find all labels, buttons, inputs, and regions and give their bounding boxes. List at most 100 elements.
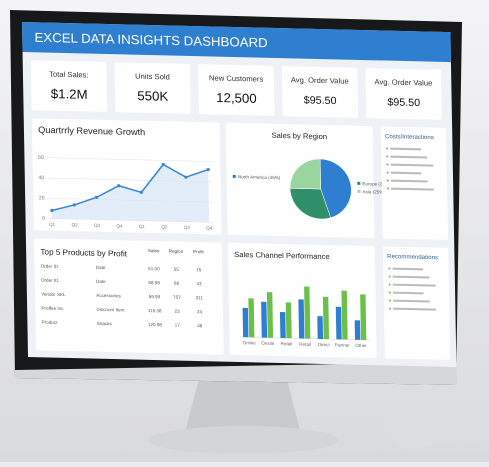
table-cell: Product — [42, 320, 59, 325]
bullet — [388, 267, 391, 270]
x-tick-label: Q4 — [206, 225, 213, 230]
table-cell: 115.38 — [148, 308, 162, 313]
kpi-label: Avg. Order Value — [291, 75, 349, 85]
card — [380, 126, 448, 240]
x-tick-label: Q3 — [94, 223, 101, 228]
line-area — [51, 164, 210, 223]
x-tick-label: Direct — [318, 342, 331, 347]
point — [184, 175, 188, 179]
bar — [285, 302, 292, 339]
bar — [279, 311, 286, 339]
table-cell: 311 — [196, 295, 204, 300]
bar — [335, 306, 342, 340]
x-tick-label: Q2 — [161, 224, 168, 229]
table-cell: 51.00 — [148, 266, 160, 271]
table-cell: 15 — [196, 267, 202, 272]
card — [30, 60, 108, 112]
bar — [354, 320, 361, 340]
table-cell: 68.98 — [148, 280, 160, 285]
line — [51, 163, 209, 212]
table-title: Top 5 Products by Profit — [40, 248, 128, 259]
card — [34, 238, 224, 355]
bar — [298, 299, 305, 339]
point — [50, 208, 54, 213]
monitor-base — [148, 426, 338, 454]
y-tick-label: 0 — [42, 216, 45, 222]
legend-label: Asia (25%) — [362, 189, 385, 194]
keyboard — [380, 400, 489, 450]
table-header: Sales — [148, 248, 160, 253]
bullet — [386, 187, 389, 190]
point — [117, 184, 121, 188]
monitor-chin — [15, 362, 457, 385]
bullet-text — [393, 299, 430, 303]
kpi-value: $95.50 — [304, 94, 337, 107]
card — [281, 66, 359, 118]
table-cell: Accessories — [96, 293, 121, 299]
bullet-text — [392, 267, 424, 271]
table-cell: Order ID — [41, 264, 59, 269]
chart-title: Sales Channel Performance — [234, 250, 330, 261]
kpi-label: Total Sales: — [49, 70, 89, 80]
point — [139, 190, 143, 194]
table-cell: 120.98 — [148, 322, 163, 327]
card — [365, 68, 442, 120]
bar — [261, 301, 268, 338]
point — [206, 167, 210, 172]
x-tick-label: Partner — [335, 342, 351, 347]
chart-title: Quartrrly Revenue Growth — [38, 125, 145, 137]
x-tick-label: Q1 — [139, 224, 146, 229]
table-cell: 59.99 — [149, 294, 161, 299]
table-cell: Discount Item — [96, 307, 124, 313]
table-cell: Order ID — [41, 278, 59, 283]
kpi-label: Units Sold — [135, 72, 170, 82]
legend-label: North America (45%) — [238, 174, 281, 180]
bullet-text — [390, 155, 428, 159]
table-cell: Date — [96, 265, 106, 270]
table-header: Profit — [193, 249, 205, 254]
bar — [360, 294, 367, 340]
table-cell: Date — [96, 279, 106, 284]
pie-slice — [289, 158, 321, 190]
x-tick-label: Q1 — [49, 222, 56, 227]
pie-slice — [319, 158, 352, 219]
card — [198, 64, 275, 116]
table-cell: 23 — [174, 309, 180, 314]
card — [114, 62, 191, 114]
table-cell: Proffee Inc — [41, 306, 64, 311]
point — [72, 203, 76, 207]
bullet-text — [393, 307, 437, 311]
x-tick-label: Q4 — [116, 223, 123, 228]
screen: EXCEL DATA INSIGHTS DASHBOARD Total Sale… — [22, 22, 457, 368]
bullet-text — [390, 179, 428, 183]
point — [161, 162, 165, 167]
monitor-stand — [185, 372, 300, 432]
bar — [304, 286, 311, 339]
chart-title: Sales by Region — [271, 131, 327, 141]
kpi-value: 550K — [137, 88, 168, 104]
bullet — [389, 307, 392, 310]
bullet — [388, 291, 391, 294]
card — [382, 246, 451, 360]
bar — [317, 316, 324, 339]
table-cell: 757 — [173, 295, 181, 300]
bullet — [386, 179, 389, 182]
panel-title: Recommendations — [387, 254, 438, 261]
table-cell: Vendor SKL — [41, 292, 66, 298]
bar — [266, 292, 274, 338]
kpi-value: $95.50 — [387, 96, 420, 109]
x-tick-label: Online — [243, 340, 257, 345]
bar — [322, 296, 330, 340]
bullet — [388, 283, 391, 286]
kpi-label: Avg. Order Value — [374, 77, 432, 87]
kpi-label: New Customers — [209, 73, 264, 83]
table-cell: 24 — [197, 309, 203, 314]
bullet-text — [390, 171, 422, 175]
pie-slice — [289, 187, 331, 220]
y-tick-label: 40 — [38, 175, 44, 181]
table-cell: 55 — [174, 267, 180, 272]
table-cell: 66 — [174, 281, 180, 286]
table-cell: Snacks — [97, 321, 113, 326]
table-cell: 43 — [196, 281, 202, 286]
